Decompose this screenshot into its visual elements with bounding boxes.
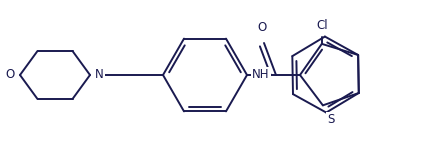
Text: NH: NH <box>252 69 270 82</box>
Text: O: O <box>6 69 15 82</box>
Text: O: O <box>258 21 267 34</box>
Text: N: N <box>95 69 104 82</box>
Text: Cl: Cl <box>316 19 328 32</box>
Text: S: S <box>327 113 334 126</box>
